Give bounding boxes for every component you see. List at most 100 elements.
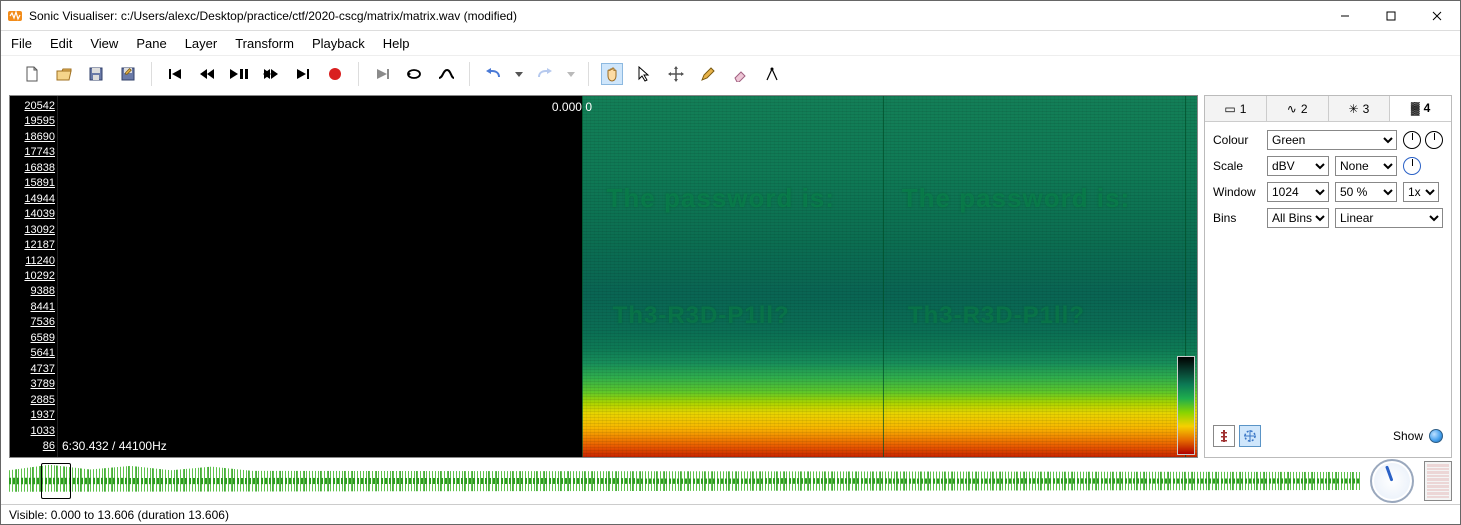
loop-icon[interactable] <box>403 63 425 85</box>
waveform-icon: ∿ <box>1287 102 1297 116</box>
scale-select[interactable]: dBV <box>1267 156 1329 176</box>
spectrogram-hidden-text: The password is: <box>607 183 835 214</box>
gain-dial[interactable] <box>1403 157 1421 175</box>
tab-1[interactable]: ▭1 <box>1205 96 1267 121</box>
show-layer-toggle[interactable]: Show <box>1393 429 1443 443</box>
playback-speed-dial[interactable] <box>1370 459 1414 503</box>
wave-view: 2054219595186901774316838158911494414039… <box>9 95 1198 458</box>
menu-view[interactable]: View <box>90 36 118 51</box>
status-text: Visible: 0.000 to 13.606 (duration 13.60… <box>9 508 229 522</box>
play-pause-icon[interactable] <box>228 63 250 85</box>
measure-tool-icon[interactable] <box>761 63 783 85</box>
spectrogram-canvas[interactable]: The password is: The password is: Th3-R3… <box>58 96 1197 457</box>
skip-end-icon[interactable] <box>292 63 314 85</box>
menu-help[interactable]: Help <box>383 36 410 51</box>
show-label: Show <box>1393 429 1423 443</box>
yaxis-tick: 15891 <box>12 177 55 190</box>
play-selection-icon[interactable] <box>371 63 393 85</box>
window-oversample-select[interactable]: 1x <box>1403 182 1439 202</box>
yaxis-tick: 4737 <box>12 363 55 376</box>
time-readout: 0.000 <box>552 100 582 114</box>
window-controls <box>1322 1 1460 30</box>
tab-2[interactable]: ∿2 <box>1267 96 1329 121</box>
redo-icon[interactable] <box>534 63 556 85</box>
close-button[interactable] <box>1414 1 1460 30</box>
threshold-dial[interactable] <box>1403 131 1421 149</box>
overview-waveform[interactable] <box>9 461 1360 501</box>
toolbar-file-group <box>11 63 149 85</box>
spectrogram-icon: ▓ <box>1411 101 1420 115</box>
record-icon[interactable] <box>324 63 346 85</box>
pencil-tool-icon[interactable] <box>697 63 719 85</box>
app-window: Sonic Visualiser: c:/Users/alexc/Desktop… <box>0 0 1461 525</box>
menu-edit[interactable]: Edit <box>50 36 72 51</box>
content-area: 2054219595186901774316838158911494414039… <box>1 91 1460 458</box>
menu-layer[interactable]: Layer <box>185 36 218 51</box>
undo-dropdown-icon[interactable] <box>514 63 524 85</box>
level-bar <box>1427 482 1449 485</box>
panel-bottom: Show <box>1205 419 1451 457</box>
window-size-select[interactable]: 1024 <box>1267 182 1329 202</box>
tab-3[interactable]: ✳3 <box>1329 96 1391 121</box>
menu-pane[interactable]: Pane <box>136 36 166 51</box>
yaxis-tick: 2885 <box>12 394 55 407</box>
ruler-icon: ▭ <box>1224 102 1235 116</box>
bins-scale-select[interactable]: Linear <box>1335 208 1443 228</box>
window-title: Sonic Visualiser: c:/Users/alexc/Desktop… <box>29 9 1322 23</box>
hand-tool-icon[interactable] <box>601 63 623 85</box>
scale-norm-select[interactable]: None <box>1335 156 1397 176</box>
level-bar <box>1427 485 1449 488</box>
rewind-icon[interactable] <box>196 63 218 85</box>
yaxis-tick: 18690 <box>12 131 55 144</box>
level-bar <box>1427 468 1449 471</box>
new-file-icon[interactable] <box>21 63 43 85</box>
overview-selection[interactable] <box>41 463 71 499</box>
rotation-dial[interactable] <box>1425 131 1443 149</box>
display-mode-toggle <box>1213 425 1261 447</box>
menu-file[interactable]: File <box>11 36 32 51</box>
spectrogram-pane[interactable]: 2054219595186901774316838158911494414039… <box>9 95 1198 458</box>
yaxis-tick: 8441 <box>12 301 55 314</box>
minimize-button[interactable] <box>1322 1 1368 30</box>
window-overlap-select[interactable]: 50 % <box>1335 182 1397 202</box>
menu-playback[interactable]: Playback <box>312 36 365 51</box>
colour-select[interactable]: Green <box>1267 130 1397 150</box>
save-icon[interactable] <box>85 63 107 85</box>
status-bar: Visible: 0.000 to 13.606 (duration 13.60… <box>1 504 1460 524</box>
layer-tabs: ▭1 ∿2 ✳3 ▓4 <box>1205 96 1451 122</box>
zero-marker: 0 <box>585 100 592 114</box>
spectrogram-hidden-text: Th3-R3D-P1ll? <box>908 302 1085 330</box>
pointer-tool-icon[interactable] <box>633 63 655 85</box>
yaxis-tick: 5641 <box>12 347 55 360</box>
yaxis-tick: 17743 <box>12 146 55 159</box>
yaxis-tick: 13092 <box>12 224 55 237</box>
yaxis-tick: 7536 <box>12 316 55 329</box>
layer-properties-panel: ▭1 ∿2 ✳3 ▓4 Colour Green Scale dBV None … <box>1204 95 1452 458</box>
eraser-tool-icon[interactable] <box>729 63 751 85</box>
overview-row <box>1 458 1460 504</box>
toolbar-history-group <box>472 63 586 85</box>
redo-dropdown-icon[interactable] <box>566 63 576 85</box>
save-as-icon[interactable] <box>117 63 139 85</box>
vertical-meter-icon[interactable] <box>1213 425 1235 447</box>
yaxis-tick: 10292 <box>12 270 55 283</box>
maximize-button[interactable] <box>1368 1 1414 30</box>
move-tool-icon[interactable] <box>665 63 687 85</box>
forward-icon[interactable] <box>260 63 282 85</box>
bins-select[interactable]: All Bins <box>1267 208 1329 228</box>
tab-4[interactable]: ▓4 <box>1390 96 1451 121</box>
colour-label: Colour <box>1213 133 1261 147</box>
frequency-axis: 2054219595186901774316838158911494414039… <box>10 96 58 457</box>
menu-transform[interactable]: Transform <box>235 36 294 51</box>
skip-start-icon[interactable] <box>164 63 186 85</box>
open-file-icon[interactable] <box>53 63 75 85</box>
yaxis-tick: 86 <box>12 440 55 453</box>
yaxis-tick: 16838 <box>12 162 55 175</box>
crosshair-icon[interactable] <box>1239 425 1261 447</box>
s-curve-icon[interactable] <box>435 63 457 85</box>
toolbar-playmode-group <box>361 63 467 85</box>
cursor-readout: 6:30.432 / 44100Hz <box>62 439 167 453</box>
undo-icon[interactable] <box>482 63 504 85</box>
layer-properties: Colour Green Scale dBV None Window 1024 … <box>1205 122 1451 236</box>
yaxis-tick: 3789 <box>12 378 55 391</box>
